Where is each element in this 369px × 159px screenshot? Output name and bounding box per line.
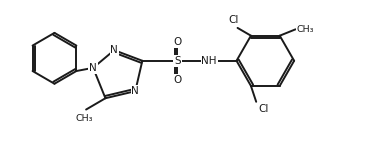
Text: Cl: Cl xyxy=(228,15,238,25)
Text: N: N xyxy=(110,45,118,55)
Text: N: N xyxy=(89,63,97,73)
Text: NH: NH xyxy=(201,56,217,66)
Text: N: N xyxy=(131,86,139,96)
Text: CH₃: CH₃ xyxy=(297,25,314,34)
Text: O: O xyxy=(173,37,182,47)
Text: O: O xyxy=(173,75,182,84)
Text: S: S xyxy=(174,56,181,66)
Text: CH₃: CH₃ xyxy=(76,114,93,123)
Text: Cl: Cl xyxy=(258,104,268,114)
